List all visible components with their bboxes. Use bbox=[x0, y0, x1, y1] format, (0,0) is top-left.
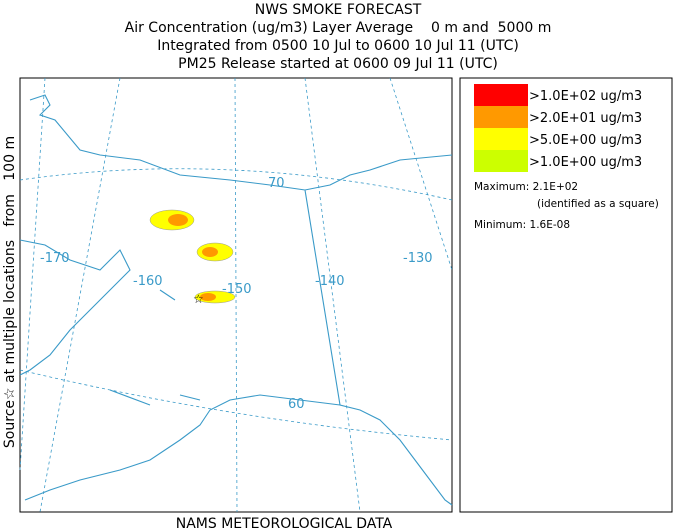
minimum: Minimum: 1.6E-08 bbox=[474, 219, 570, 231]
lon-label: -130 bbox=[403, 251, 433, 266]
maximum-note: (identified as a square) bbox=[537, 198, 659, 210]
legend-swatch bbox=[474, 106, 528, 128]
lat-label: 70 bbox=[268, 176, 285, 191]
smoke-plume: ☆ bbox=[149, 209, 236, 306]
coastline bbox=[109, 289, 201, 406]
lon-label: -140 bbox=[315, 274, 345, 289]
subtitle: Integrated from 0500 10 Jul to 0600 10 J… bbox=[157, 38, 519, 54]
legend-label: >1.0E+00 ug/m3 bbox=[529, 155, 642, 170]
lon-label: -150 bbox=[222, 282, 252, 297]
lon-label: -160 bbox=[133, 274, 163, 289]
source-star: ☆ bbox=[193, 292, 204, 306]
subtitle: PM25 Release started at 0600 09 Jul 11 (… bbox=[178, 56, 498, 72]
legend-label: >2.0E+01 ug/m3 bbox=[529, 111, 642, 126]
lon-label: -170 bbox=[40, 251, 70, 266]
graticule bbox=[19, 77, 453, 513]
subtitle: Air Concentration (ug/m3) Layer Average … bbox=[125, 20, 552, 36]
maximum: Maximum: 2.1E+02 bbox=[474, 181, 578, 193]
legend-swatch bbox=[474, 150, 528, 172]
title: NWS SMOKE FORECAST bbox=[255, 2, 422, 18]
legend-label: >1.0E+02 ug/m3 bbox=[529, 89, 642, 104]
legend-swatch bbox=[474, 128, 528, 150]
legend-label: >5.0E+00 ug/m3 bbox=[529, 133, 642, 148]
legend-swatch bbox=[474, 84, 528, 106]
coastline bbox=[19, 94, 453, 506]
lat-label: 60 bbox=[288, 397, 305, 412]
footer: NAMS METEOROLOGICAL DATA bbox=[176, 516, 393, 532]
side-label: Source☆ at multiple locations from 100 m bbox=[2, 136, 18, 448]
map: ☆ -170 -160 -150 -140 -130 70 60 bbox=[19, 77, 453, 513]
legend: Maximum: 2.1E+02 (identified as a square… bbox=[459, 77, 673, 513]
